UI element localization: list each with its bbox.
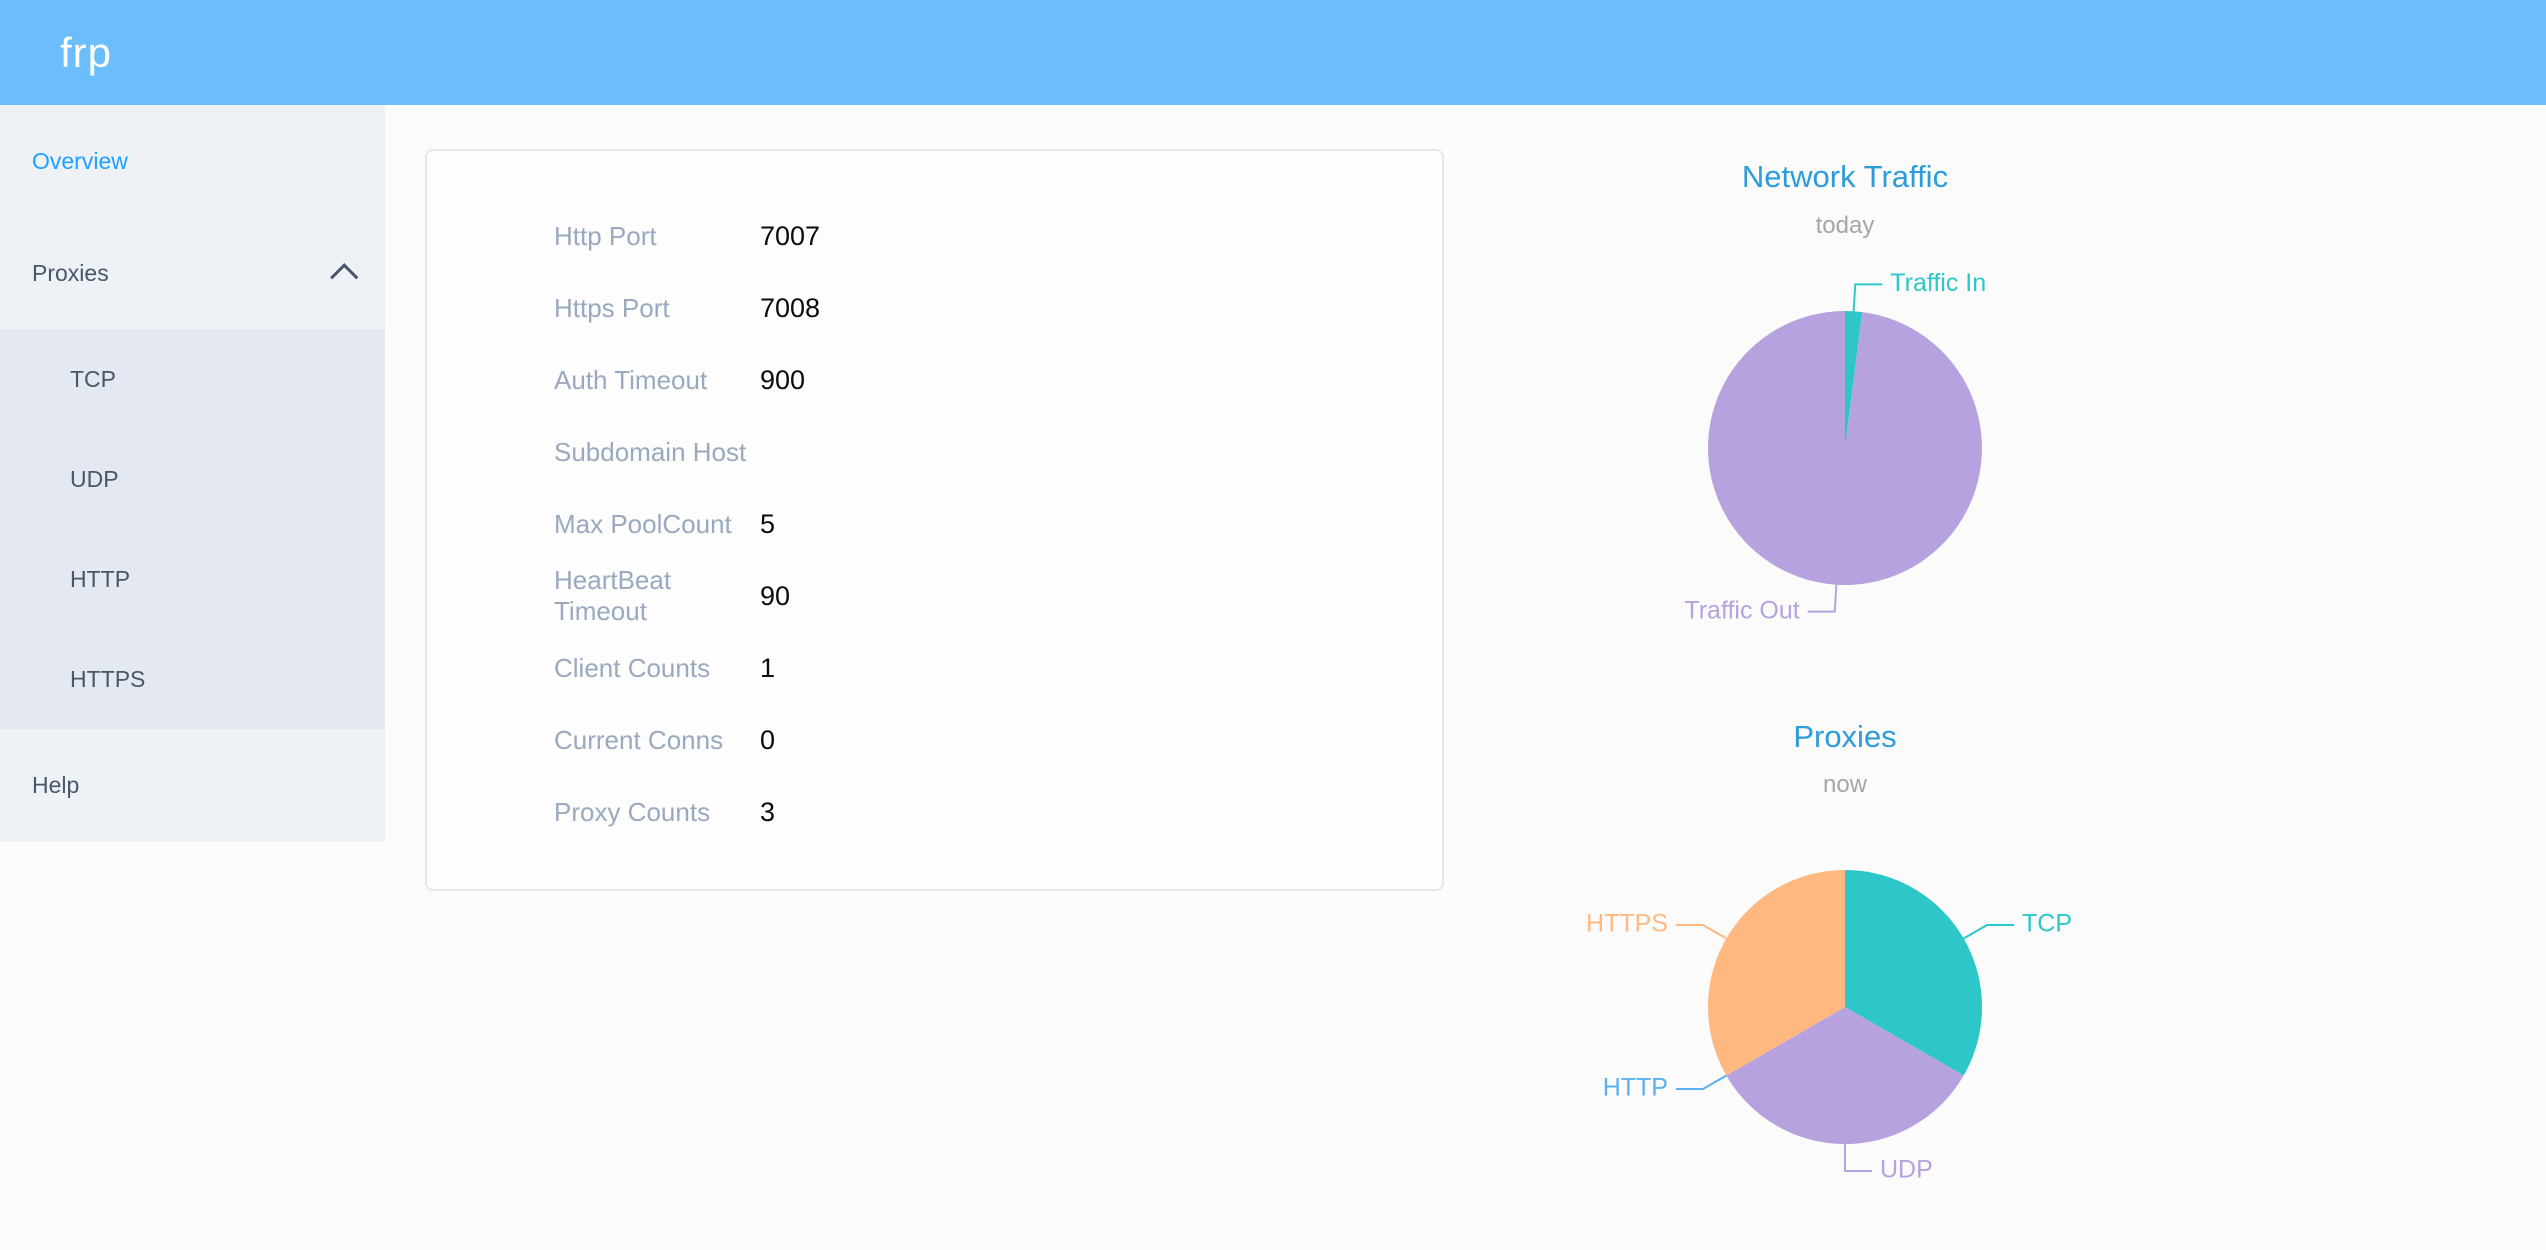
server-info-card: Http Port 7007 Https Port 7008 Auth Time…	[425, 149, 1444, 891]
sidebar-item-label: Proxies	[32, 259, 109, 286]
info-row: Client Counts 1	[427, 632, 1442, 704]
sidebar-item-label: Help	[32, 771, 80, 798]
pie-label-line-tcp	[1963, 924, 2015, 940]
chevron-up-icon	[330, 263, 359, 292]
pie-label-line-traffic-out	[1807, 584, 1838, 613]
pie-label-line-traffic-in	[1852, 283, 1883, 312]
info-value: 7008	[760, 292, 821, 323]
info-label: HeartBeat Timeout	[554, 565, 672, 626]
info-row: Subdomain Host	[427, 416, 1442, 488]
pie-slice-traffic-in[interactable]	[1845, 311, 1863, 448]
chart-title-network-traffic: Network Traffic	[1741, 159, 1949, 194]
info-label: Https Port	[554, 292, 670, 323]
info-row: Proxy Counts 3	[427, 776, 1442, 848]
info-row: Auth Timeout 900	[427, 344, 1442, 416]
proxies-pie-chart: TCP UDP HTTP HTTPS	[1586, 870, 2072, 1184]
sidebar-item-label: UDP	[70, 465, 119, 492]
chart-subtitle-proxies: now	[1822, 771, 1868, 798]
info-value: 5	[760, 508, 776, 539]
info-row: Current Conns 0	[427, 704, 1442, 776]
info-label: Current Conns	[554, 724, 724, 755]
pie-label-line-http	[1675, 1074, 1727, 1090]
pie-label-traffic-out: Traffic Out	[1684, 596, 1799, 624]
sidebar-item-label: Overview	[32, 147, 128, 174]
sidebar-item-overview[interactable]: Overview	[0, 105, 385, 217]
sidebar-item-label: HTTP	[70, 565, 131, 592]
pie-slice-https[interactable]	[1708, 870, 1845, 1076]
sidebar-item-https[interactable]: HTTPS	[0, 629, 385, 729]
pie-label-line-udp	[1844, 1144, 1872, 1172]
info-row: Http Port 7007	[427, 200, 1442, 272]
info-value: 90	[760, 580, 791, 611]
sidebar-item-label: HTTPS	[70, 665, 146, 692]
sidebar-item-udp[interactable]: UDP	[0, 429, 385, 529]
sidebar-item-tcp[interactable]: TCP	[0, 329, 385, 429]
sidebar-item-help[interactable]: Help	[0, 729, 385, 841]
sidebar-item-label: TCP	[70, 365, 116, 392]
sidebar-item-http[interactable]: HTTP	[0, 529, 385, 629]
app-logo: frp	[60, 28, 113, 76]
sidebar: Overview Proxies TCP UDP HTTP HTTPS Help	[0, 105, 385, 842]
pie-label-https: HTTPS	[1586, 910, 1668, 938]
chart-subtitle-network-traffic: today	[1815, 212, 1875, 239]
info-label: Http Port	[554, 220, 657, 251]
network-traffic-pie-chart: Traffic In Traffic Out	[1684, 269, 1986, 624]
proxies-submenu: TCP UDP HTTP HTTPS	[0, 329, 385, 729]
pie-slice-tcp[interactable]	[1845, 870, 1982, 1076]
info-value: 0	[760, 724, 776, 755]
chart-title-proxies: Proxies	[1793, 719, 1897, 754]
pie-label-traffic-in: Traffic In	[1890, 269, 1986, 297]
pie-label-tcp: TCP	[2022, 910, 2072, 938]
info-value: 900	[760, 364, 806, 395]
header-bar: frp	[0, 0, 2546, 105]
info-label: Auth Timeout	[554, 364, 708, 395]
sidebar-item-proxies[interactable]: Proxies	[0, 217, 385, 329]
pie-slice-udp[interactable]	[1726, 1007, 1964, 1144]
pie-label-line-https	[1675, 924, 1727, 940]
info-label: Proxy Counts	[554, 796, 711, 827]
pie-label-udp: UDP	[1880, 1156, 1933, 1184]
pie-label-http: HTTP	[1603, 1074, 1668, 1102]
pie-slice-traffic-out[interactable]	[1708, 311, 1982, 585]
info-row: Max PoolCount 5	[427, 488, 1442, 560]
info-row: HeartBeat Timeout 90	[427, 560, 1442, 632]
info-label: Max PoolCount	[554, 508, 732, 539]
info-row: Https Port 7008	[427, 272, 1442, 344]
info-label: Subdomain Host	[554, 436, 747, 467]
info-value: 7007	[760, 220, 821, 251]
info-label: Client Counts	[554, 652, 711, 683]
info-value: 3	[760, 796, 776, 827]
info-value: 1	[760, 652, 776, 683]
